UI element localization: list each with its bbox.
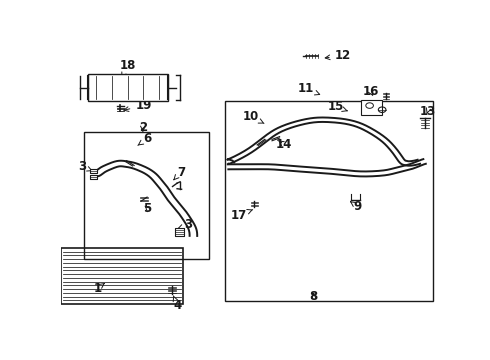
Text: 6: 6 xyxy=(138,132,151,145)
Text: 5: 5 xyxy=(143,202,151,215)
Text: 9: 9 xyxy=(350,200,362,213)
Text: 18: 18 xyxy=(120,59,136,77)
Bar xyxy=(88,74,168,102)
Text: 14: 14 xyxy=(276,138,292,151)
Text: 19: 19 xyxy=(124,99,152,112)
Text: 7: 7 xyxy=(174,166,185,180)
Bar xyxy=(361,100,382,115)
Bar xyxy=(61,248,183,304)
Text: 16: 16 xyxy=(363,85,379,98)
Text: 2: 2 xyxy=(139,121,147,134)
Bar xyxy=(84,132,209,260)
Text: 3: 3 xyxy=(78,160,92,173)
Text: 8: 8 xyxy=(310,290,318,303)
Text: 12: 12 xyxy=(325,49,351,62)
Bar xyxy=(224,102,434,301)
Text: 15: 15 xyxy=(328,100,347,113)
Text: 13: 13 xyxy=(419,105,436,118)
Bar xyxy=(90,169,97,173)
Bar xyxy=(175,228,184,236)
Bar xyxy=(90,175,97,179)
Text: 17: 17 xyxy=(231,208,253,221)
Text: 1: 1 xyxy=(93,282,104,295)
Text: 3: 3 xyxy=(178,218,193,231)
Text: 10: 10 xyxy=(243,110,264,123)
Text: 4: 4 xyxy=(173,296,181,312)
Text: 11: 11 xyxy=(297,82,320,95)
